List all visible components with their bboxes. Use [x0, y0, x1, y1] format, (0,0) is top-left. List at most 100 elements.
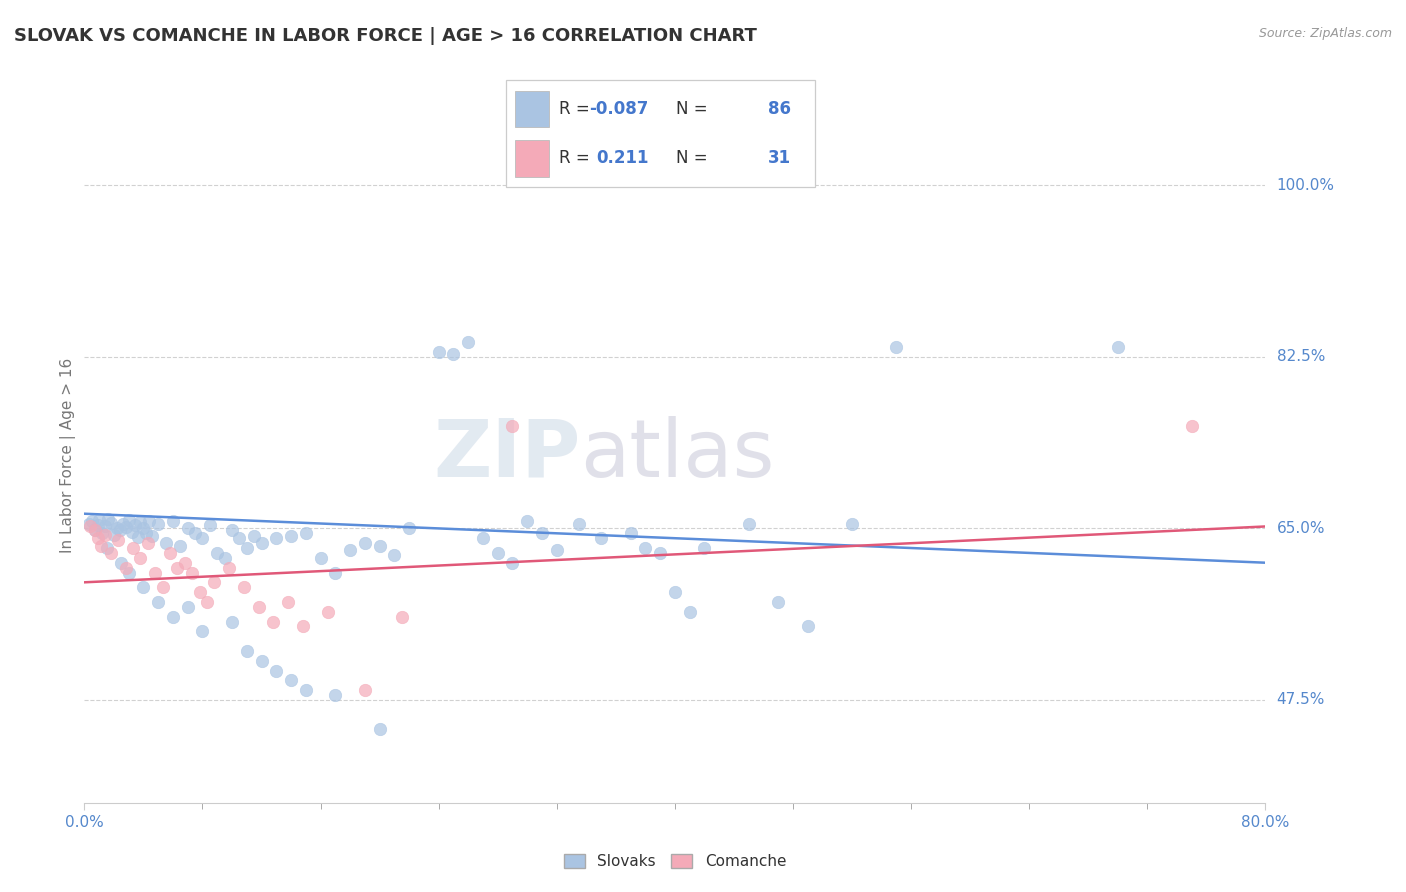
Point [634, 541, 657, 555]
Point [110, 556, 132, 570]
Point [107, 533, 129, 548]
Point [886, 340, 908, 354]
Point [264, 664, 288, 678]
Point [195, 595, 218, 609]
Text: N =: N = [676, 100, 707, 118]
Point [316, 605, 339, 619]
Bar [516, 91, 550, 128]
Legend: Slovaks, Comanche: Slovaks, Comanche [557, 847, 793, 875]
Point [100, 546, 122, 560]
Point [648, 546, 672, 560]
Point [664, 585, 686, 599]
Point [516, 514, 538, 528]
Point [191, 624, 214, 639]
Point [184, 526, 207, 541]
Point [202, 575, 225, 590]
Text: R =: R = [558, 100, 589, 118]
Text: 0.211: 0.211 [596, 150, 648, 168]
Point [368, 539, 391, 553]
Point [738, 516, 761, 531]
Point [155, 536, 177, 550]
Point [108, 524, 131, 538]
Point [111, 517, 134, 532]
Point [97, 511, 120, 525]
Point [591, 531, 613, 545]
Point [169, 539, 191, 553]
Text: 47.5%: 47.5% [1277, 692, 1324, 707]
Point [280, 529, 302, 543]
Point [86, 518, 108, 533]
Point [382, 548, 406, 562]
Point [159, 546, 181, 560]
Point [173, 556, 195, 570]
Point [486, 546, 509, 560]
Point [457, 335, 479, 350]
Point [191, 531, 214, 545]
Text: atlas: atlas [581, 416, 775, 494]
Point [323, 566, 347, 580]
Point [118, 566, 141, 580]
Point [531, 526, 554, 541]
Point [198, 518, 221, 533]
Point [391, 609, 413, 624]
Point [100, 516, 122, 530]
Point [136, 536, 159, 550]
Point [91, 526, 114, 541]
Text: -0.087: -0.087 [589, 100, 648, 118]
Point [103, 528, 125, 542]
Point [295, 526, 318, 541]
Point [398, 521, 420, 535]
Point [129, 515, 152, 529]
Text: 65.0%: 65.0% [1277, 521, 1324, 536]
Point [1180, 418, 1202, 433]
Text: R =: R = [558, 150, 589, 168]
Point [339, 543, 361, 558]
Point [132, 521, 155, 535]
Point [177, 521, 200, 535]
Text: N =: N = [676, 150, 707, 168]
Point [188, 585, 211, 599]
Point [114, 520, 136, 534]
Point [96, 541, 118, 555]
Point [129, 550, 152, 565]
Point [235, 541, 259, 555]
Point [472, 531, 495, 545]
Point [619, 526, 641, 541]
Point [221, 615, 243, 629]
Point [90, 539, 112, 553]
Point [228, 531, 250, 545]
Point [205, 546, 228, 560]
Point [221, 524, 243, 538]
Point [79, 519, 101, 533]
Point [152, 580, 174, 594]
Point [243, 529, 266, 543]
Point [796, 619, 818, 633]
Point [277, 595, 299, 609]
Point [138, 514, 160, 528]
Point [166, 560, 188, 574]
Point [83, 524, 105, 538]
Point [127, 530, 149, 544]
Point [177, 599, 200, 614]
Point [83, 524, 105, 538]
Point [118, 513, 141, 527]
Point [87, 513, 111, 527]
Point [148, 595, 170, 609]
Point [162, 514, 184, 528]
Point [218, 560, 240, 574]
Text: 100.0%: 100.0% [1277, 178, 1334, 193]
Point [94, 519, 117, 533]
Point [250, 654, 273, 668]
Point [232, 580, 254, 594]
Point [214, 550, 236, 565]
Point [1107, 340, 1129, 354]
Point [105, 521, 128, 535]
Text: 82.5%: 82.5% [1277, 350, 1324, 365]
Point [679, 605, 702, 619]
Point [693, 541, 716, 555]
Point [546, 543, 568, 558]
Point [132, 580, 155, 594]
Point [148, 516, 170, 531]
Text: SLOVAK VS COMANCHE IN LABOR FORCE | AGE > 16 CORRELATION CHART: SLOVAK VS COMANCHE IN LABOR FORCE | AGE … [14, 27, 756, 45]
Point [124, 518, 146, 533]
